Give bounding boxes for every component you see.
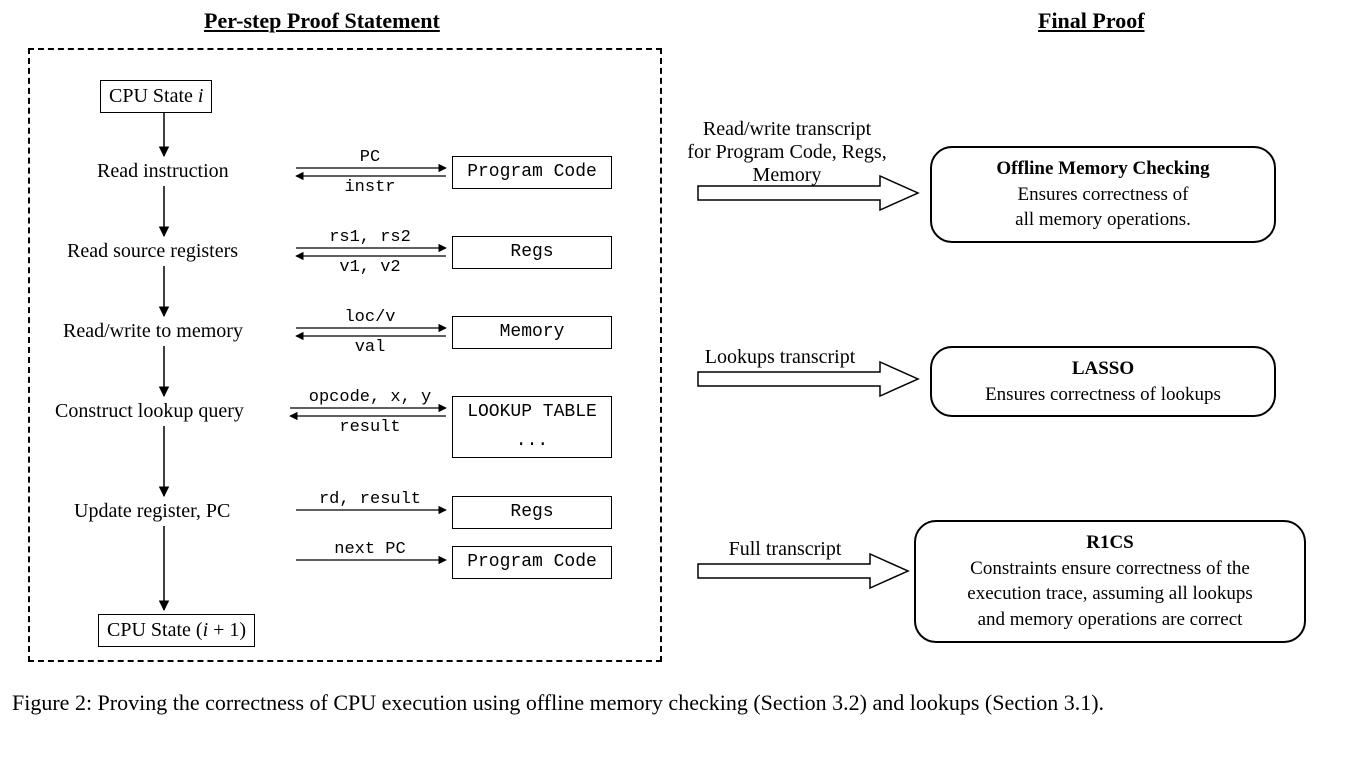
step-read-instruction: Read instruction bbox=[97, 160, 229, 183]
cpu-state-start-var: i bbox=[198, 85, 204, 107]
heading-right: Final Proof bbox=[1038, 8, 1145, 34]
proof-offline-title: Offline Memory Checking bbox=[996, 158, 1209, 179]
transcript-lookups: Lookups transcript bbox=[680, 346, 880, 369]
step-read-source-registers: Read source registers bbox=[67, 240, 238, 263]
arrow-label-nextpc: next PC bbox=[300, 540, 440, 559]
arrow-label-mem-top: loc/v bbox=[344, 308, 395, 327]
proof-r1cs-l1: Constraints ensure correctness of the bbox=[970, 558, 1250, 579]
transcript-memory-l3: Memory bbox=[753, 164, 822, 186]
arrow-label-pc-bottom: instr bbox=[344, 178, 395, 197]
step-rw-memory: Read/write to memory bbox=[63, 320, 243, 343]
arrow-label-rd: rd, result bbox=[300, 490, 440, 509]
arrow-label-val: val bbox=[300, 338, 440, 357]
box-memory: Memory bbox=[452, 316, 612, 349]
step-construct-lookup: Construct lookup query bbox=[55, 400, 244, 423]
arrow-label-locv: loc/v bbox=[300, 308, 440, 327]
cpu-state-end: CPU State (i + 1) bbox=[98, 614, 255, 647]
transcript-memory-l2: for Program Code, Regs, bbox=[687, 141, 886, 163]
heading-left: Per-step Proof Statement bbox=[204, 8, 440, 34]
proof-r1cs-l3: and memory operations are correct bbox=[978, 609, 1243, 630]
box-lookup-table: LOOKUP TABLE bbox=[452, 396, 612, 429]
figure-container: Per-step Proof Statement Final Proof CPU… bbox=[0, 0, 1354, 762]
arrow-label-pc-top: PC bbox=[360, 148, 380, 167]
transcript-full: Full transcript bbox=[700, 538, 870, 561]
arrow-label-v: v1, v2 bbox=[300, 258, 440, 277]
cpu-state-start-prefix: CPU State bbox=[109, 85, 198, 107]
arrow-label-pc: PC bbox=[300, 148, 440, 167]
arrow-label-mem-bottom: val bbox=[355, 338, 386, 357]
arrow-label-lookup-bottom: result bbox=[339, 418, 400, 437]
figure-caption: Figure 2: Proving the correctness of CPU… bbox=[12, 688, 1342, 719]
proof-lasso: LASSO Ensures correctness of lookups bbox=[930, 346, 1276, 417]
arrow-label-update-rd: rd, result bbox=[319, 490, 421, 509]
step-update-register-pc: Update register, PC bbox=[74, 500, 230, 523]
proof-offline: Offline Memory Checking Ensures correctn… bbox=[930, 146, 1276, 243]
proof-r1cs-l2: execution trace, assuming all lookups bbox=[967, 583, 1252, 604]
proof-offline-l1: Ensures correctness of bbox=[1018, 184, 1189, 205]
transcript-memory: Read/write transcript for Program Code, … bbox=[672, 118, 902, 187]
arrow-label-rs: rs1, rs2 bbox=[300, 228, 440, 247]
proof-lasso-title: LASSO bbox=[1072, 358, 1134, 379]
box-program-code2: Program Code bbox=[452, 546, 612, 579]
arrow-label-result: result bbox=[300, 418, 440, 437]
arrow-label-instr: instr bbox=[300, 178, 440, 197]
arrow-label-rs-bottom: v1, v2 bbox=[339, 258, 400, 277]
arrow-label-opcode: opcode, x, y bbox=[290, 388, 450, 407]
proof-r1cs-title: R1CS bbox=[1086, 532, 1134, 553]
cpu-state-start: CPU State i bbox=[100, 80, 212, 113]
proof-offline-l2: all memory operations. bbox=[1015, 209, 1191, 230]
cpu-state-end-prefix: CPU State ( bbox=[107, 619, 203, 641]
transcript-memory-l1: Read/write transcript bbox=[703, 118, 871, 140]
box-regs2: Regs bbox=[452, 496, 612, 529]
box-lookup-dots: ... bbox=[452, 426, 612, 458]
arrow-label-rs-top: rs1, rs2 bbox=[329, 228, 411, 247]
cpu-state-end-suffix: + 1) bbox=[208, 619, 246, 641]
proof-lasso-l1: Ensures correctness of lookups bbox=[985, 384, 1221, 405]
proof-r1cs: R1CS Constraints ensure correctness of t… bbox=[914, 520, 1306, 643]
arrow-label-update-pc: next PC bbox=[334, 540, 405, 559]
box-program-code: Program Code bbox=[452, 156, 612, 189]
box-regs: Regs bbox=[452, 236, 612, 269]
arrow-label-lookup-top: opcode, x, y bbox=[309, 388, 431, 407]
